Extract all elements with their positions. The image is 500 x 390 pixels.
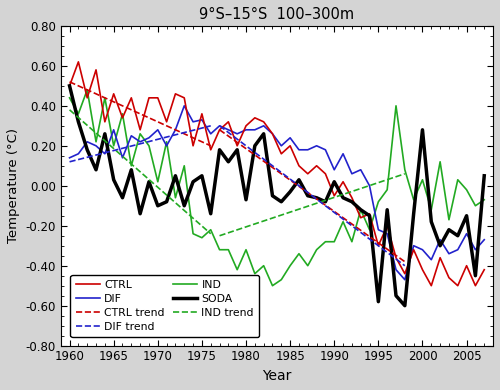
Title: 9°S–15°S  100–300m: 9°S–15°S 100–300m [200,7,354,22]
Y-axis label: Temperature (°C): Temperature (°C) [7,128,20,243]
X-axis label: Year: Year [262,369,292,383]
Legend: CTRL, DIF, CTRL trend, DIF trend, IND, SODA, IND trend: CTRL, DIF, CTRL trend, DIF trend, IND, S… [70,275,260,337]
